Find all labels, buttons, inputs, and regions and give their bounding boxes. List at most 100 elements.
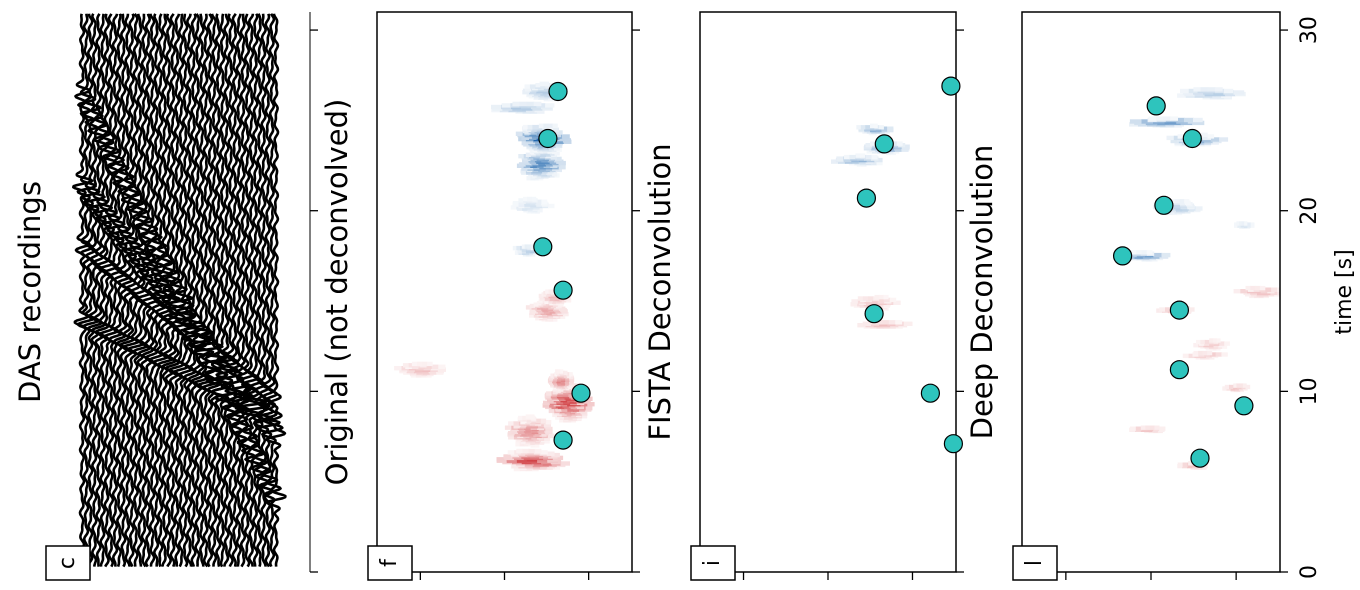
heat-cell [529,414,535,419]
heat-cell [889,297,897,303]
heat-cell [1250,285,1256,291]
heat-cell [529,313,535,318]
wiggle-trace [159,13,178,568]
heat-cell [566,372,570,377]
heat-cell [1241,221,1245,226]
heat-cell [855,153,861,158]
heat-cell [543,422,551,428]
heat-cell [533,313,540,318]
heat-cell [427,361,433,367]
heat-cell [1175,199,1181,204]
heat-cell [857,296,864,301]
panel-letter: l [1022,560,1047,566]
wiggle-trace [193,13,218,568]
heat-cell [529,84,536,89]
heat-cell [558,165,566,170]
heat-cell [559,418,564,423]
heat-cell [882,320,890,325]
heat-cell [514,250,520,255]
heat-cell [1129,119,1143,124]
event-marker [864,304,884,324]
heat-cell [544,439,550,444]
heat-cell [543,123,549,128]
wiggle-trace [234,13,268,567]
heat-cell [1234,222,1238,227]
wiggle-trace [126,13,146,567]
heat-cell [504,425,512,430]
heat-cell [870,141,876,146]
heat-cell [1177,93,1187,98]
heat-cell [879,294,885,300]
heat-cell [538,123,544,128]
heat-cell [1224,341,1230,346]
heat-cell [860,125,866,130]
heat-cell [526,101,535,107]
heat-cell [542,403,550,408]
heat-cell [1204,339,1210,345]
event-marker [1190,448,1210,468]
tick-label: 10 [1297,377,1322,405]
event-marker [533,237,553,257]
heat-cell [508,435,515,440]
wiggle-trace [205,13,229,567]
heat-cell [547,398,555,403]
heat-cell [893,300,901,305]
heat-cell [1180,88,1190,94]
heat-cell [1239,221,1243,226]
heat-cell [587,402,595,407]
heat-cell [560,369,564,374]
heat-cell [1247,222,1252,227]
heat-cell [1215,352,1222,357]
heat-cell [836,156,844,161]
wiggle-trace [204,13,226,567]
heat-cell [546,391,553,396]
wiggle-trace [139,13,159,568]
heat-cell [508,421,515,426]
heat-cell [1182,353,1190,359]
event-marker [1182,128,1202,149]
heat-cell [522,448,530,454]
heat-cell [525,305,533,310]
event-marker [943,434,964,454]
heat-cell [526,176,532,181]
heat-cell [555,130,563,135]
heat-cell [1201,132,1208,137]
heat-cell [871,160,878,166]
heat-cell [1161,252,1171,258]
event-marker [1169,360,1190,380]
heat-cell [548,408,555,414]
heat-cell [518,415,523,421]
heat-cell [876,160,883,166]
heat-cell [533,101,542,107]
event-marker [1169,300,1190,320]
heatmap [831,123,913,329]
event-marker [874,134,894,154]
heat-cell [549,403,557,408]
heat-cell [524,244,529,249]
heat-cell [533,302,539,307]
heat-cell [552,412,558,418]
wiggle-trace [112,13,135,568]
heat-cell [425,364,433,369]
heat-cell [431,364,439,369]
heat-cell [553,127,559,132]
heat-cell [530,443,536,448]
heat-cell [524,87,532,92]
heat-cell [1207,134,1215,139]
heat-cell [569,374,574,380]
heat-cell [1202,350,1208,356]
wiggle-trace [167,13,195,568]
heat-cell [1255,285,1261,291]
panel-letter: f [377,558,402,567]
heat-cell [545,103,555,108]
heat-cell [585,396,593,401]
heat-cell [562,138,571,143]
heat-cell [1239,383,1244,388]
panel-title: DAS recordings [13,181,47,403]
heat-cell [585,406,593,411]
wiggle-trace [236,13,258,568]
heat-cell [545,289,550,294]
heat-cell [1174,117,1185,123]
heat-cell [516,245,521,251]
heat-cell [1153,252,1163,258]
